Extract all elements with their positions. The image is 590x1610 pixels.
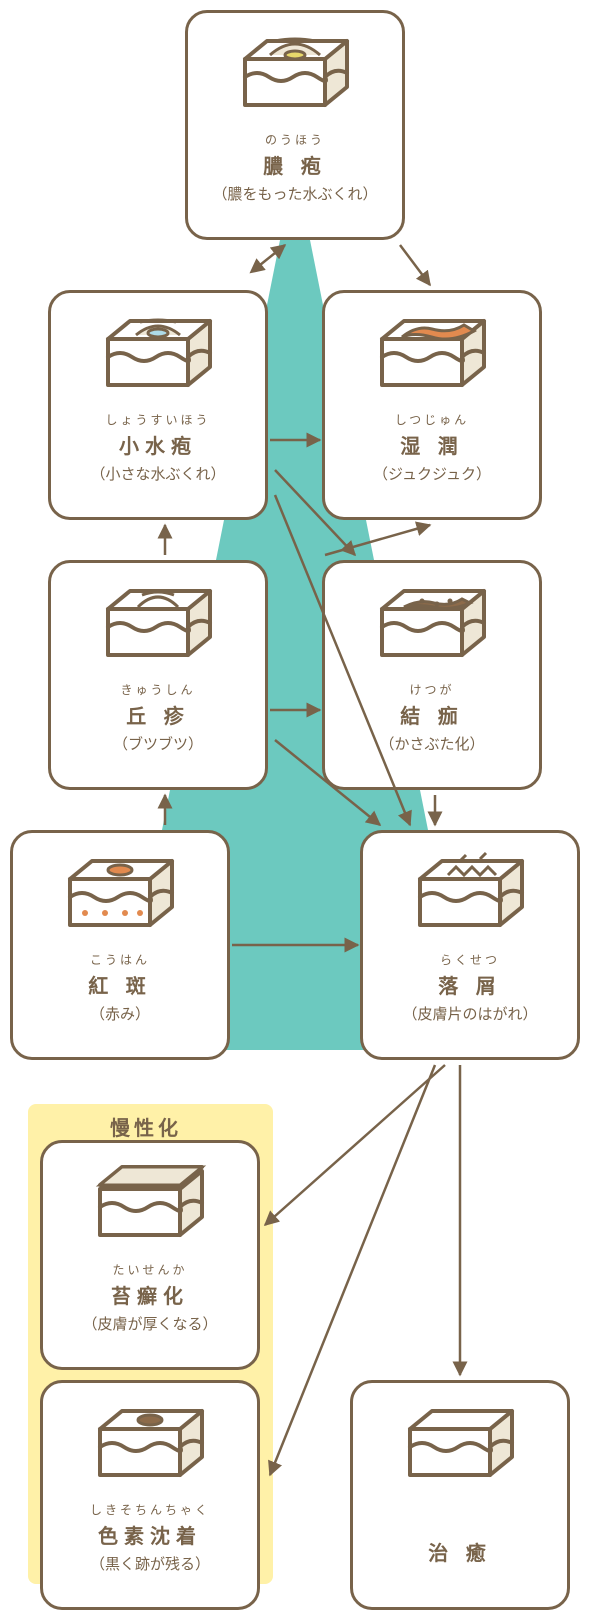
arrow	[275, 740, 380, 825]
arrow	[260, 245, 285, 265]
arrow	[275, 495, 410, 825]
arrow	[275, 470, 355, 555]
arrow-layer	[0, 0, 590, 1594]
diagram-root: 慢性化のうほう膿 疱（膿をもった水ぶくれ）しょうすいほう小水疱（小さな水ぶくれ）…	[0, 0, 590, 1594]
arrow	[400, 245, 430, 285]
arrow	[270, 1065, 435, 1475]
arrow	[265, 1065, 445, 1225]
